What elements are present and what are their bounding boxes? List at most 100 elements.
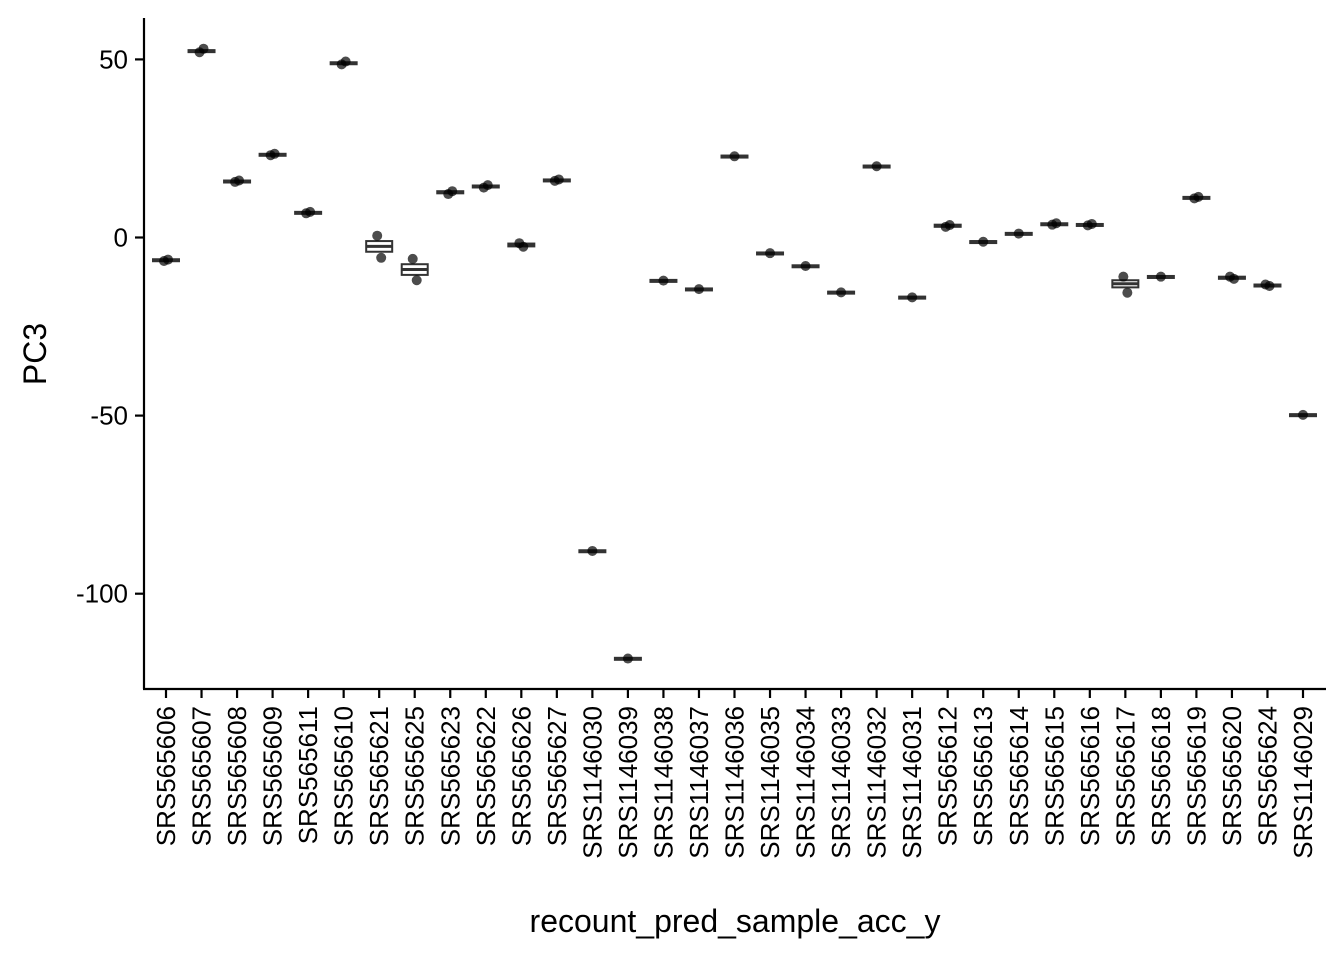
data-point <box>658 275 669 286</box>
y-tick-label: -50 <box>90 401 128 431</box>
box-group <box>862 161 891 172</box>
x-tick-label: SRS565614 <box>1004 706 1034 846</box>
data-point <box>1118 271 1129 282</box>
x-tick-label: SRS1146033 <box>826 706 856 859</box>
plot-area <box>152 43 1317 664</box>
data-point <box>407 253 418 264</box>
data-point <box>1298 409 1308 420</box>
x-tick-label: SRS565618 <box>1146 706 1176 846</box>
x-tick-label: SRS565606 <box>151 706 181 846</box>
data-point <box>376 252 387 263</box>
y-tick-label: 0 <box>114 223 128 253</box>
data-point <box>1013 228 1024 239</box>
x-tick-label: SRS565607 <box>187 706 217 846</box>
data-point <box>198 43 209 54</box>
box-group <box>436 186 465 200</box>
box-group <box>365 230 394 263</box>
data-point <box>553 174 564 185</box>
box-group <box>898 292 927 303</box>
box-group <box>542 174 571 186</box>
data-point <box>305 206 316 217</box>
x-tick-label: SRS1146032 <box>862 706 892 859</box>
x-tick-label: SRS565612 <box>933 706 963 846</box>
box-group <box>791 260 820 271</box>
x-tick-label: SRS565622 <box>471 706 501 846</box>
x-tick-label: SRS1146037 <box>684 706 714 859</box>
x-tick-label: SRS565615 <box>1039 706 1069 846</box>
box-group <box>649 275 678 286</box>
box-group <box>613 653 642 664</box>
data-point <box>482 180 493 191</box>
box-group <box>507 238 536 252</box>
box-group <box>578 545 607 556</box>
data-point <box>1086 218 1097 229</box>
data-point <box>269 148 280 159</box>
data-point <box>1122 287 1133 298</box>
x-tick-label: SRS565626 <box>506 706 536 846</box>
x-tick-label: SRS565625 <box>400 706 430 846</box>
box-group <box>720 151 749 162</box>
x-tick-label: SRS1146029 <box>1288 706 1318 859</box>
x-tick-label: SRS565616 <box>1075 706 1105 846</box>
data-point <box>729 151 740 162</box>
box-group <box>684 284 713 295</box>
data-point <box>163 254 173 265</box>
data-point <box>1193 191 1204 202</box>
data-point <box>693 284 704 295</box>
box-group <box>471 180 500 193</box>
x-tick-label: SRS1146036 <box>720 706 750 859</box>
box-group <box>1004 228 1033 239</box>
box-group <box>933 220 962 232</box>
box-group <box>1217 271 1246 284</box>
data-point <box>944 220 955 231</box>
data-point <box>1155 271 1166 282</box>
box-group <box>1111 271 1140 298</box>
x-tick-label: SRS565627 <box>542 706 572 846</box>
x-tick-label: SRS565620 <box>1217 706 1247 846</box>
x-tick-label: SRS565610 <box>329 706 359 846</box>
box-group <box>152 254 180 267</box>
box-group <box>756 248 785 259</box>
data-point <box>1051 218 1062 229</box>
data-point <box>518 241 529 252</box>
box-group <box>969 236 998 247</box>
data-point <box>447 186 458 197</box>
y-axis-ticks: 50 0 -50 -100 <box>76 44 144 609</box>
data-point <box>907 292 918 303</box>
x-tick-label: SRS1146039 <box>613 706 643 859</box>
data-point <box>978 236 989 247</box>
x-tick-label: SRS565611 <box>293 706 323 844</box>
data-point <box>1264 280 1275 291</box>
box-group <box>400 253 429 286</box>
data-point <box>587 545 598 556</box>
x-tick-label: SRS565624 <box>1252 706 1282 846</box>
y-tick-label: -100 <box>76 579 128 609</box>
box-group <box>1040 218 1069 230</box>
y-tick-label: 50 <box>99 44 128 74</box>
x-tick-label: SRS1146035 <box>755 706 785 859</box>
data-point <box>234 175 245 186</box>
x-tick-label: SRS1146034 <box>791 706 821 859</box>
box-group <box>187 43 216 58</box>
box-group <box>258 148 287 161</box>
x-tick-label: SRS565619 <box>1181 706 1211 846</box>
box-group <box>827 287 856 298</box>
x-axis-title: recount_pred_sample_acc_y <box>530 903 941 939</box>
x-axis-ticks: SRS565606 SRS565607 SRS565608 SRS565609 SRS5… <box>151 689 1318 859</box>
data-point <box>800 260 811 271</box>
data-point <box>411 275 422 286</box>
data-point <box>622 653 633 664</box>
x-tick-label: SRS565608 <box>222 706 252 846</box>
box-group <box>294 206 323 219</box>
x-tick-label: SRS565613 <box>968 706 998 846</box>
data-point <box>836 287 847 298</box>
box-group <box>329 56 358 70</box>
data-point <box>765 248 776 259</box>
y-axis-title: PC3 <box>17 323 53 385</box>
x-tick-label: SRS1146030 <box>577 706 607 859</box>
data-point <box>871 161 882 172</box>
x-tick-label: SRS565617 <box>1110 706 1140 846</box>
x-tick-label: SRS1146031 <box>897 706 927 859</box>
box-group <box>1075 218 1104 231</box>
